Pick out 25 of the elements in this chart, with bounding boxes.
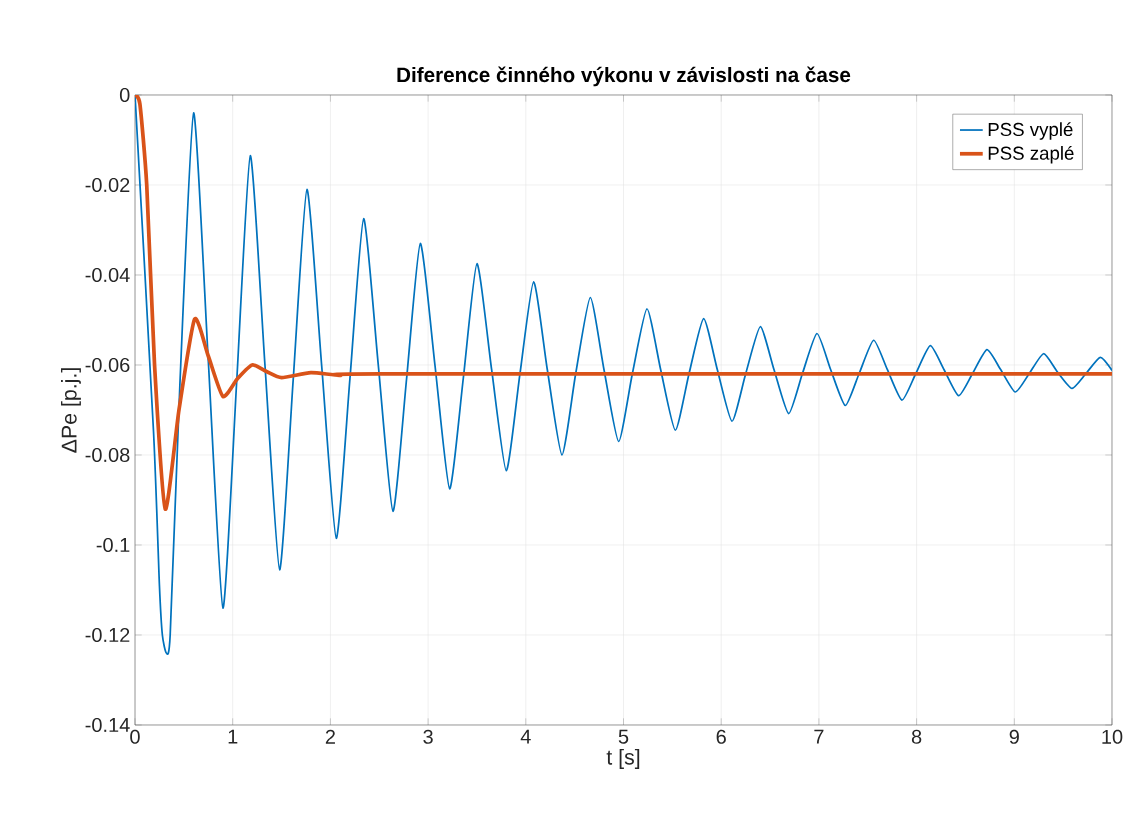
y-tick-label: -0.02 bbox=[85, 177, 130, 193]
x-tick-label: 1 bbox=[228, 729, 238, 744]
legend-label: PSS vyplé bbox=[988, 122, 1073, 140]
y-tick-label: -0.14 bbox=[85, 717, 130, 733]
y-tick-label: -0.08 bbox=[85, 447, 130, 463]
x-tick-label: 7 bbox=[814, 729, 824, 744]
x-tick-label: 3 bbox=[423, 729, 433, 744]
y-tick-label: -0.12 bbox=[85, 627, 130, 643]
x-tick-label: 9 bbox=[1009, 729, 1019, 744]
y-tick-label: -0.06 bbox=[85, 357, 130, 373]
legend-label: PSS zaplé bbox=[988, 145, 1074, 164]
x-tick-label: 6 bbox=[716, 729, 726, 744]
x-tick-label: 2 bbox=[325, 729, 335, 744]
line-series bbox=[135, 94, 1112, 511]
y-axis-title: ΔPe [p.j.] bbox=[61, 368, 81, 453]
y-tick-label: 0 bbox=[119, 87, 130, 103]
x-axis-title: t [s] bbox=[606, 749, 640, 769]
x-tick-label: 5 bbox=[618, 729, 629, 744]
x-tick-label: 8 bbox=[911, 729, 922, 744]
x-tick-label: 4 bbox=[520, 729, 531, 744]
y-tick-label: -0.04 bbox=[85, 267, 130, 283]
x-tick-label: 0 bbox=[130, 729, 140, 744]
y-tick-label: -0.1 bbox=[96, 537, 130, 553]
x-tick-label: 10 bbox=[1102, 729, 1123, 744]
chart-title: Diference činného výkonu v závislosti na čase bbox=[397, 66, 851, 87]
